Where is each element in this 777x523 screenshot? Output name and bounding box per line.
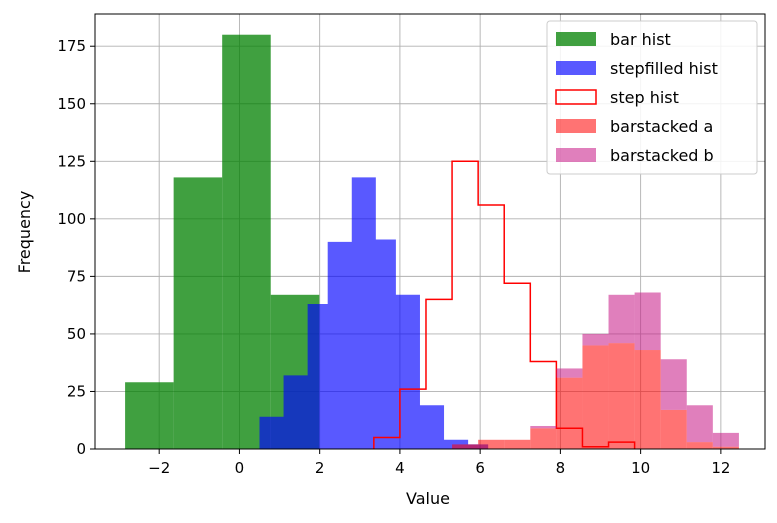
y-tick-label: 150: [57, 95, 86, 113]
histogram-bar: [582, 333, 609, 346]
y-axis-label: Frequency: [15, 191, 34, 274]
histogram-bar: [608, 294, 635, 344]
histogram-bar: [660, 359, 687, 410]
histogram-bar: [686, 405, 713, 443]
legend: bar hist stepfilled hist step hist barstack…: [546, 20, 758, 175]
x-tick-label: 10: [631, 459, 650, 477]
x-tick-label: 8: [556, 459, 566, 477]
x-tick-label: 4: [395, 459, 405, 477]
legend-label: barstacked a: [610, 117, 713, 136]
histogram-bar: [530, 425, 557, 429]
y-tick-label: 175: [57, 37, 86, 55]
x-tick-label: 2: [315, 459, 325, 477]
axes: −2 0 2 4 6 8 10 12 0 25 50 75 100 125 150 175: [57, 13, 766, 477]
histogram-bar: [712, 432, 739, 447]
x-axis-label: Value: [406, 489, 450, 508]
legend-swatch: [556, 32, 596, 46]
legend-swatch: [556, 61, 596, 75]
histogram-bar: [173, 177, 223, 449]
histogram-bar: [504, 439, 531, 449]
histogram-bar: [556, 368, 583, 378]
legend-label: barstacked b: [610, 146, 714, 165]
histogram-bar: [478, 439, 505, 449]
y-tick-label: 0: [76, 440, 86, 458]
x-tick-label: 6: [475, 459, 485, 477]
legend-label: step hist: [610, 88, 679, 107]
histogram-bar: [530, 428, 557, 449]
histogram-bar: [634, 350, 661, 449]
x-tick-label: −2: [148, 459, 170, 477]
x-tick-label: 12: [711, 459, 730, 477]
y-tick-label: 25: [67, 382, 86, 400]
legend-box: [546, 20, 758, 175]
histogram-bar: [125, 382, 174, 449]
y-tick-label: 50: [67, 325, 86, 343]
plot-frame: [94, 13, 766, 450]
histogram-bars: [125, 34, 739, 449]
stepfilled-hist-area: [259, 177, 489, 449]
x-tick-label: 0: [235, 459, 245, 477]
y-tick-label: 75: [67, 267, 86, 285]
y-tick-label: 125: [57, 152, 86, 170]
legend-swatch: [556, 148, 596, 162]
histogram-bar: [222, 34, 271, 449]
histogram-bar: [660, 409, 687, 449]
legend-swatch: [556, 119, 596, 133]
legend-label: bar hist: [610, 30, 671, 49]
histogram-bar: [556, 377, 583, 449]
legend-swatch: [555, 89, 597, 105]
histogram-bar: [452, 444, 479, 449]
legend-label: stepfilled hist: [610, 59, 718, 78]
histogram-bar: [634, 292, 661, 351]
histogram-bar: [582, 345, 609, 449]
histogram-bar: [686, 442, 713, 449]
y-tick-label: 100: [57, 210, 86, 228]
histogram-bar: [608, 343, 635, 449]
histogram-bar: [712, 446, 739, 449]
